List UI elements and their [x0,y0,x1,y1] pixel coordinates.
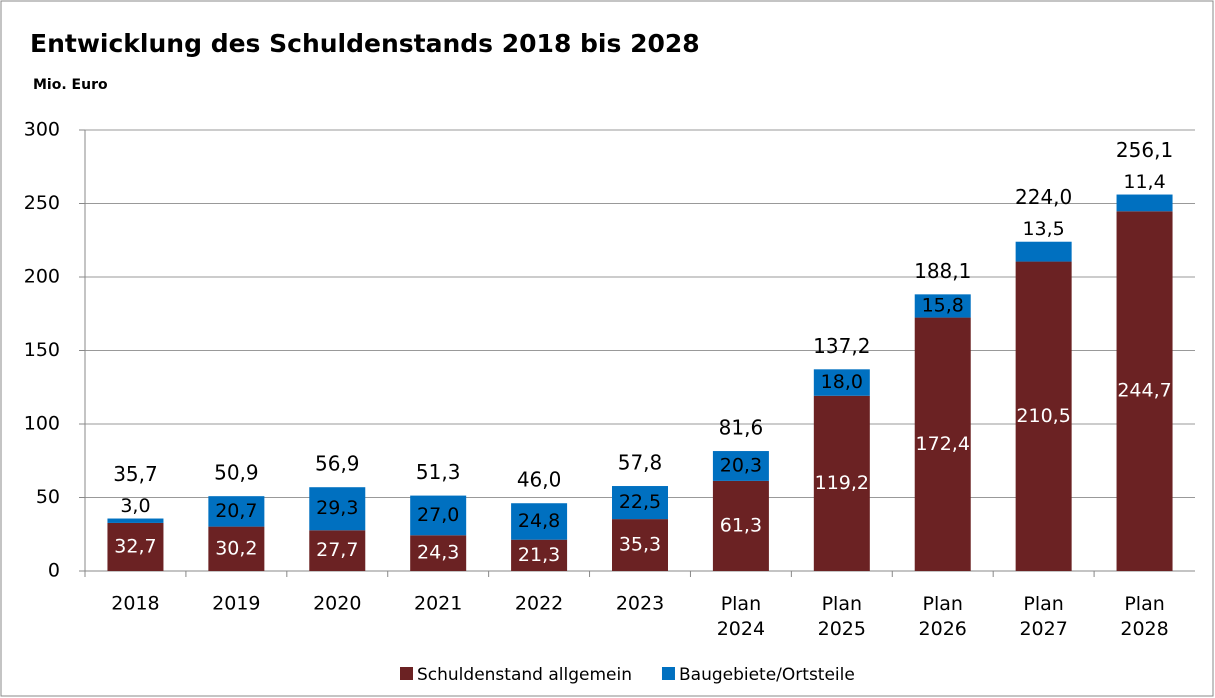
total-label: 57,8 [618,451,663,475]
data-label: 22,5 [619,491,661,513]
data-label: 24,8 [518,510,560,532]
bar-segment [309,530,366,571]
y-tick-label: 250 [24,192,60,214]
data-label: 11,4 [1123,171,1165,193]
data-label: 29,3 [316,497,358,519]
data-label: 3,0 [120,495,150,517]
legend-swatch [661,667,675,680]
data-label: 119,2 [815,472,869,494]
bar-segment [1116,211,1173,571]
bar-segment [1116,194,1173,212]
x-tick-label: Plan 2025 [818,593,866,640]
y-tick-label: 150 [24,339,60,361]
legend-swatch [400,667,413,680]
total-label: 188,1 [914,259,971,283]
total-label: 35,7 [113,462,158,486]
legend-label: Baugebiete/Ortsteile [679,665,855,685]
data-label: 32,7 [114,535,156,557]
total-label: 256,1 [1116,138,1173,162]
y-tick-label: 300 [24,119,60,141]
total-label: 81,6 [719,416,764,440]
bar-segment [107,518,164,523]
data-label: 244,7 [1117,380,1171,402]
x-tick-label: 2023 [616,593,664,615]
x-tick-label: 2022 [515,593,563,615]
bar-segment [208,496,265,527]
y-tick-label: 0 [48,560,60,582]
y-tick-label: 100 [24,413,60,435]
x-tick-label: Plan 2027 [1019,593,1067,640]
bar-segment [107,522,164,571]
bar-segment [612,519,668,571]
chart-title: Entwicklung des Schuldenstands 2018 bis … [30,29,700,58]
total-label: 51,3 [416,460,461,484]
data-label: 30,2 [215,537,257,559]
bar-segment [309,487,366,531]
y-tick-label: 200 [24,266,60,288]
bar-segment [410,535,467,571]
bar-segment [914,317,971,571]
bar-segment [410,495,467,536]
bar-segment [914,294,971,318]
y-tick-label: 50 [36,486,60,508]
data-label: 210,5 [1016,405,1070,427]
data-label: 13,5 [1022,218,1064,240]
total-label: 224,0 [1015,185,1072,209]
total-label: 56,9 [315,452,360,476]
x-tick-label: Plan 2028 [1120,593,1168,640]
x-tick-label: 2020 [313,593,361,615]
x-tick-label: Plan 2024 [717,593,765,640]
data-label: 172,4 [916,433,970,455]
bar-segment [1015,241,1072,262]
bar-segment [813,369,870,396]
data-label: 27,0 [417,504,459,526]
bar-segment [712,480,769,571]
bar-segment [813,395,870,571]
data-label: 18,0 [821,371,863,393]
bar-segment [612,486,668,520]
total-label: 50,9 [214,461,259,485]
total-label: 46,0 [517,468,562,492]
x-tick-label: 2018 [111,593,159,615]
x-tick-label: 2021 [414,593,462,615]
bar-segment [208,526,265,571]
data-label: 20,7 [215,500,257,522]
bar-segment [511,503,568,540]
bar-segment [712,451,769,481]
data-label: 24,3 [417,542,459,564]
data-label: 35,3 [619,534,661,556]
data-label: 21,3 [518,544,560,566]
data-label: 61,3 [720,514,762,536]
total-label: 137,2 [813,334,870,358]
x-tick-label: 2019 [212,593,260,615]
x-tick-label: Plan 2026 [919,593,967,640]
data-label: 15,8 [922,294,964,316]
bar-segment [511,539,568,571]
chart-subtitle: Mio. Euro [33,77,108,93]
data-label: 27,7 [316,539,358,561]
bar-segment [1015,261,1072,571]
legend-label: Schuldenstand allgemein [417,665,632,685]
data-label: 20,3 [720,454,762,476]
